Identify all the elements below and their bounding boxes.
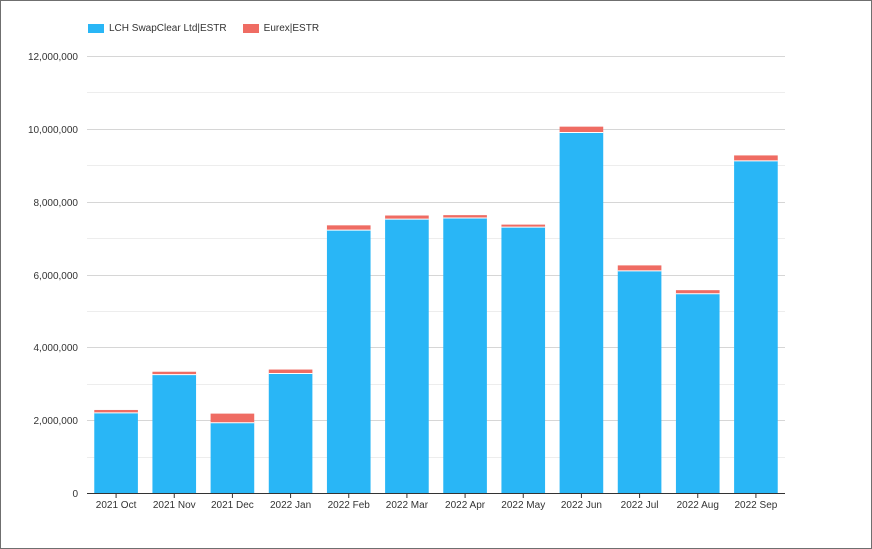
- bar-eurex-segment: [617, 265, 662, 271]
- x-tick-label: 2022 May: [501, 500, 545, 511]
- y-tick-label: 10,000,000: [28, 125, 78, 136]
- legend-swatch-lch: [88, 24, 104, 33]
- y-tick-label: 2,000,000: [34, 416, 79, 427]
- legend-label-lch: LCH SwapClear Ltd|ESTR: [109, 23, 227, 34]
- legend-label-eurex: Eurex|ESTR: [263, 23, 320, 34]
- bar-lch-segment: [210, 422, 255, 493]
- legend-item-lch[interactable]: LCH SwapClear Ltd|ESTR: [88, 23, 227, 34]
- x-tick-label: 2022 Apr: [445, 500, 486, 511]
- bar-eurex-segment: [210, 413, 255, 423]
- bar-lch-segment: [326, 230, 371, 494]
- bar-eurex-segment: [326, 225, 371, 231]
- x-tick-label: 2021 Oct: [96, 500, 137, 511]
- x-tick-label: 2021 Dec: [211, 500, 254, 511]
- bar-lch-segment: [94, 412, 138, 493]
- y-tick-label: 6,000,000: [34, 271, 79, 282]
- x-tick-label: 2022 Feb: [328, 500, 371, 511]
- y-tick-label: 0: [72, 489, 78, 500]
- bar-lch-segment: [268, 373, 313, 493]
- bar-lch-segment: [501, 227, 546, 494]
- bar-eurex-segment: [675, 290, 720, 294]
- bar-eurex-segment: [385, 215, 429, 220]
- bar-eurex-segment: [559, 126, 604, 133]
- x-tick-label: 2022 Aug: [677, 500, 719, 511]
- bar-eurex-segment: [501, 224, 546, 228]
- bar-lch-segment: [559, 132, 604, 493]
- x-tick-label: 2022 Mar: [386, 500, 429, 511]
- legend-item-eurex[interactable]: Eurex|ESTR: [242, 23, 320, 34]
- x-tick-label: 2022 Jan: [270, 500, 311, 511]
- bar-eurex-segment: [268, 369, 313, 374]
- y-tick-label: 12,000,000: [28, 52, 78, 63]
- x-tick-label: 2022 Jul: [621, 500, 659, 511]
- legend: LCH SwapClear Ltd|ESTR Eurex|ESTR: [88, 23, 335, 34]
- bar-eurex-segment: [152, 371, 197, 375]
- bar-eurex-segment: [734, 155, 778, 161]
- bar-lch-segment: [675, 293, 720, 493]
- x-tick-label: 2022 Sep: [735, 500, 778, 511]
- bar-eurex-segment: [94, 409, 138, 413]
- x-tick-label: 2021 Nov: [153, 500, 196, 511]
- bar-lch-segment: [617, 270, 662, 493]
- legend-swatch-eurex: [242, 24, 259, 33]
- bar-lch-segment: [152, 374, 197, 493]
- bar-eurex-segment: [443, 215, 487, 219]
- y-tick-label: 8,000,000: [34, 198, 79, 209]
- x-tick-label: 2022 Jun: [561, 500, 602, 511]
- bar-lch-segment: [734, 160, 778, 493]
- bar-lch-segment: [443, 218, 487, 493]
- bar-lch-segment: [385, 219, 429, 493]
- y-tick-label: 4,000,000: [34, 343, 79, 354]
